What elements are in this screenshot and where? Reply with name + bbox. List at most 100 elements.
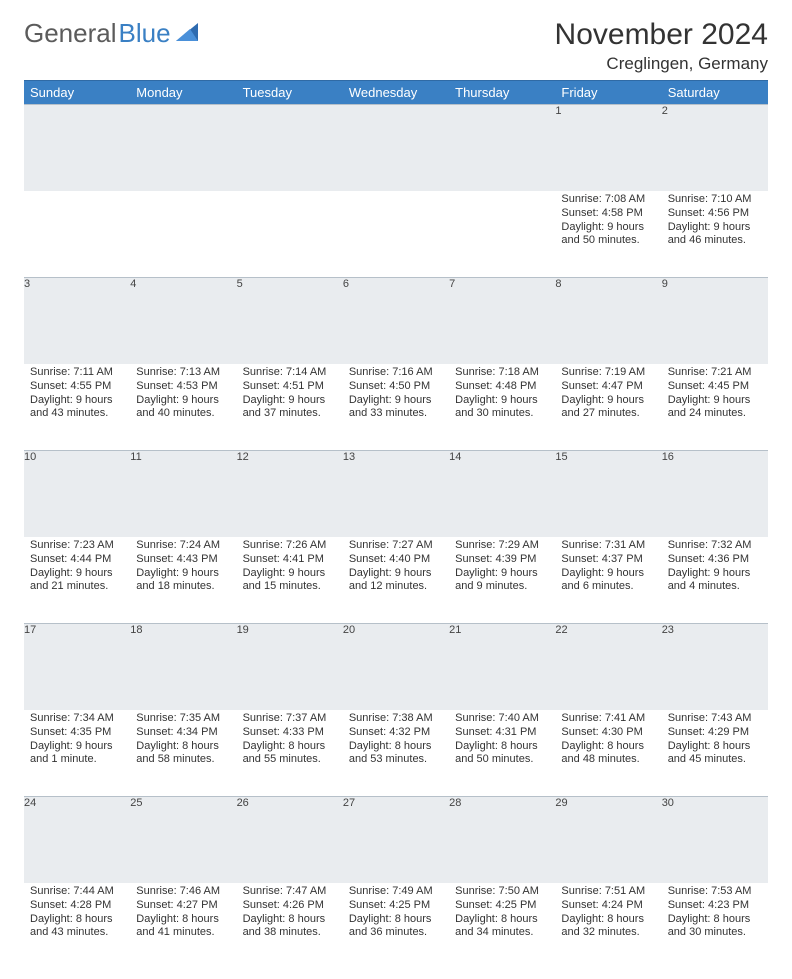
day-cell: Sunrise: 7:35 AMSunset: 4:34 PMDaylight:… [130, 710, 236, 797]
day-number [449, 105, 555, 192]
daylight-text: and 43 minutes. [30, 926, 124, 940]
day-number-row: 17181920212223 [24, 624, 768, 711]
sunset-text: Sunset: 4:43 PM [136, 553, 230, 567]
sunrise-text: Sunrise: 7:34 AM [30, 712, 124, 726]
sunrise-text: Sunrise: 7:46 AM [136, 885, 230, 899]
day-number: 3 [24, 278, 130, 365]
daylight-text: Daylight: 8 hours [668, 740, 762, 754]
weekday-header: Tuesday [237, 81, 343, 105]
daylight-text: and 38 minutes. [243, 926, 337, 940]
sunset-text: Sunset: 4:28 PM [30, 899, 124, 913]
day-cell: Sunrise: 7:27 AMSunset: 4:40 PMDaylight:… [343, 537, 449, 624]
daylight-text: and 12 minutes. [349, 580, 443, 594]
day-cell: Sunrise: 7:10 AMSunset: 4:56 PMDaylight:… [662, 191, 768, 278]
day-number: 20 [343, 624, 449, 711]
sunrise-text: Sunrise: 7:37 AM [243, 712, 337, 726]
daylight-text: and 34 minutes. [455, 926, 549, 940]
day-cell: Sunrise: 7:50 AMSunset: 4:25 PMDaylight:… [449, 883, 555, 969]
day-cell: Sunrise: 7:46 AMSunset: 4:27 PMDaylight:… [130, 883, 236, 969]
sunset-text: Sunset: 4:58 PM [561, 207, 655, 221]
sunset-text: Sunset: 4:27 PM [136, 899, 230, 913]
sunrise-text: Sunrise: 7:14 AM [243, 366, 337, 380]
sunset-text: Sunset: 4:37 PM [561, 553, 655, 567]
day-cell: Sunrise: 7:43 AMSunset: 4:29 PMDaylight:… [662, 710, 768, 797]
sunrise-text: Sunrise: 7:13 AM [136, 366, 230, 380]
daylight-text: Daylight: 9 hours [349, 394, 443, 408]
day-number: 7 [449, 278, 555, 365]
day-cell: Sunrise: 7:40 AMSunset: 4:31 PMDaylight:… [449, 710, 555, 797]
day-cell: Sunrise: 7:14 AMSunset: 4:51 PMDaylight:… [237, 364, 343, 451]
day-number [24, 105, 130, 192]
day-cell: Sunrise: 7:32 AMSunset: 4:36 PMDaylight:… [662, 537, 768, 624]
sunset-text: Sunset: 4:48 PM [455, 380, 549, 394]
day-number: 6 [343, 278, 449, 365]
sunset-text: Sunset: 4:45 PM [668, 380, 762, 394]
daylight-text: and 36 minutes. [349, 926, 443, 940]
sunrise-text: Sunrise: 7:41 AM [561, 712, 655, 726]
daylight-text: Daylight: 9 hours [668, 394, 762, 408]
daylight-text: and 45 minutes. [668, 753, 762, 767]
daylight-text: Daylight: 8 hours [561, 740, 655, 754]
daylight-text: Daylight: 9 hours [349, 567, 443, 581]
sunrise-text: Sunrise: 7:11 AM [30, 366, 124, 380]
sunset-text: Sunset: 4:51 PM [243, 380, 337, 394]
day-cell: Sunrise: 7:53 AMSunset: 4:23 PMDaylight:… [662, 883, 768, 969]
brand-name-1: General [24, 18, 117, 49]
day-number: 23 [662, 624, 768, 711]
day-cell: Sunrise: 7:26 AMSunset: 4:41 PMDaylight:… [237, 537, 343, 624]
daylight-text: and 40 minutes. [136, 407, 230, 421]
sunset-text: Sunset: 4:44 PM [30, 553, 124, 567]
daylight-text: Daylight: 9 hours [455, 567, 549, 581]
day-cell: Sunrise: 7:41 AMSunset: 4:30 PMDaylight:… [555, 710, 661, 797]
day-number-row: 12 [24, 105, 768, 192]
daylight-text: and 37 minutes. [243, 407, 337, 421]
daylight-text: and 6 minutes. [561, 580, 655, 594]
daylight-text: Daylight: 9 hours [243, 567, 337, 581]
day-cell: Sunrise: 7:11 AMSunset: 4:55 PMDaylight:… [24, 364, 130, 451]
day-cell: Sunrise: 7:08 AMSunset: 4:58 PMDaylight:… [555, 191, 661, 278]
day-number: 14 [449, 451, 555, 538]
day-cell [24, 191, 130, 278]
daylight-text: Daylight: 9 hours [668, 221, 762, 235]
daylight-text: Daylight: 9 hours [561, 394, 655, 408]
sunrise-text: Sunrise: 7:50 AM [455, 885, 549, 899]
daylight-text: Daylight: 8 hours [349, 913, 443, 927]
daylight-text: and 53 minutes. [349, 753, 443, 767]
day-number: 28 [449, 797, 555, 884]
sunrise-text: Sunrise: 7:29 AM [455, 539, 549, 553]
daylight-text: and 27 minutes. [561, 407, 655, 421]
sunrise-text: Sunrise: 7:19 AM [561, 366, 655, 380]
day-number [343, 105, 449, 192]
sunrise-text: Sunrise: 7:49 AM [349, 885, 443, 899]
day-number: 15 [555, 451, 661, 538]
sunset-text: Sunset: 4:36 PM [668, 553, 762, 567]
day-number: 11 [130, 451, 236, 538]
daylight-text: Daylight: 8 hours [668, 913, 762, 927]
daylight-text: and 43 minutes. [30, 407, 124, 421]
day-cell: Sunrise: 7:16 AMSunset: 4:50 PMDaylight:… [343, 364, 449, 451]
sunrise-text: Sunrise: 7:53 AM [668, 885, 762, 899]
day-cell: Sunrise: 7:24 AMSunset: 4:43 PMDaylight:… [130, 537, 236, 624]
daylight-text: Daylight: 8 hours [455, 913, 549, 927]
weekday-header-row: Sunday Monday Tuesday Wednesday Thursday… [24, 81, 768, 105]
sunrise-text: Sunrise: 7:32 AM [668, 539, 762, 553]
sunset-text: Sunset: 4:26 PM [243, 899, 337, 913]
sunrise-text: Sunrise: 7:08 AM [561, 193, 655, 207]
sunset-text: Sunset: 4:29 PM [668, 726, 762, 740]
day-number-row: 3456789 [24, 278, 768, 365]
daylight-text: and 18 minutes. [136, 580, 230, 594]
day-cell: Sunrise: 7:21 AMSunset: 4:45 PMDaylight:… [662, 364, 768, 451]
daylight-text: and 58 minutes. [136, 753, 230, 767]
day-cell: Sunrise: 7:47 AMSunset: 4:26 PMDaylight:… [237, 883, 343, 969]
daylight-text: Daylight: 8 hours [561, 913, 655, 927]
daylight-text: and 48 minutes. [561, 753, 655, 767]
day-cell [343, 191, 449, 278]
sunset-text: Sunset: 4:50 PM [349, 380, 443, 394]
weekday-header: Thursday [449, 81, 555, 105]
sunrise-text: Sunrise: 7:44 AM [30, 885, 124, 899]
day-number: 26 [237, 797, 343, 884]
day-cell [237, 191, 343, 278]
day-cell: Sunrise: 7:34 AMSunset: 4:35 PMDaylight:… [24, 710, 130, 797]
daylight-text: Daylight: 9 hours [561, 567, 655, 581]
day-number: 13 [343, 451, 449, 538]
